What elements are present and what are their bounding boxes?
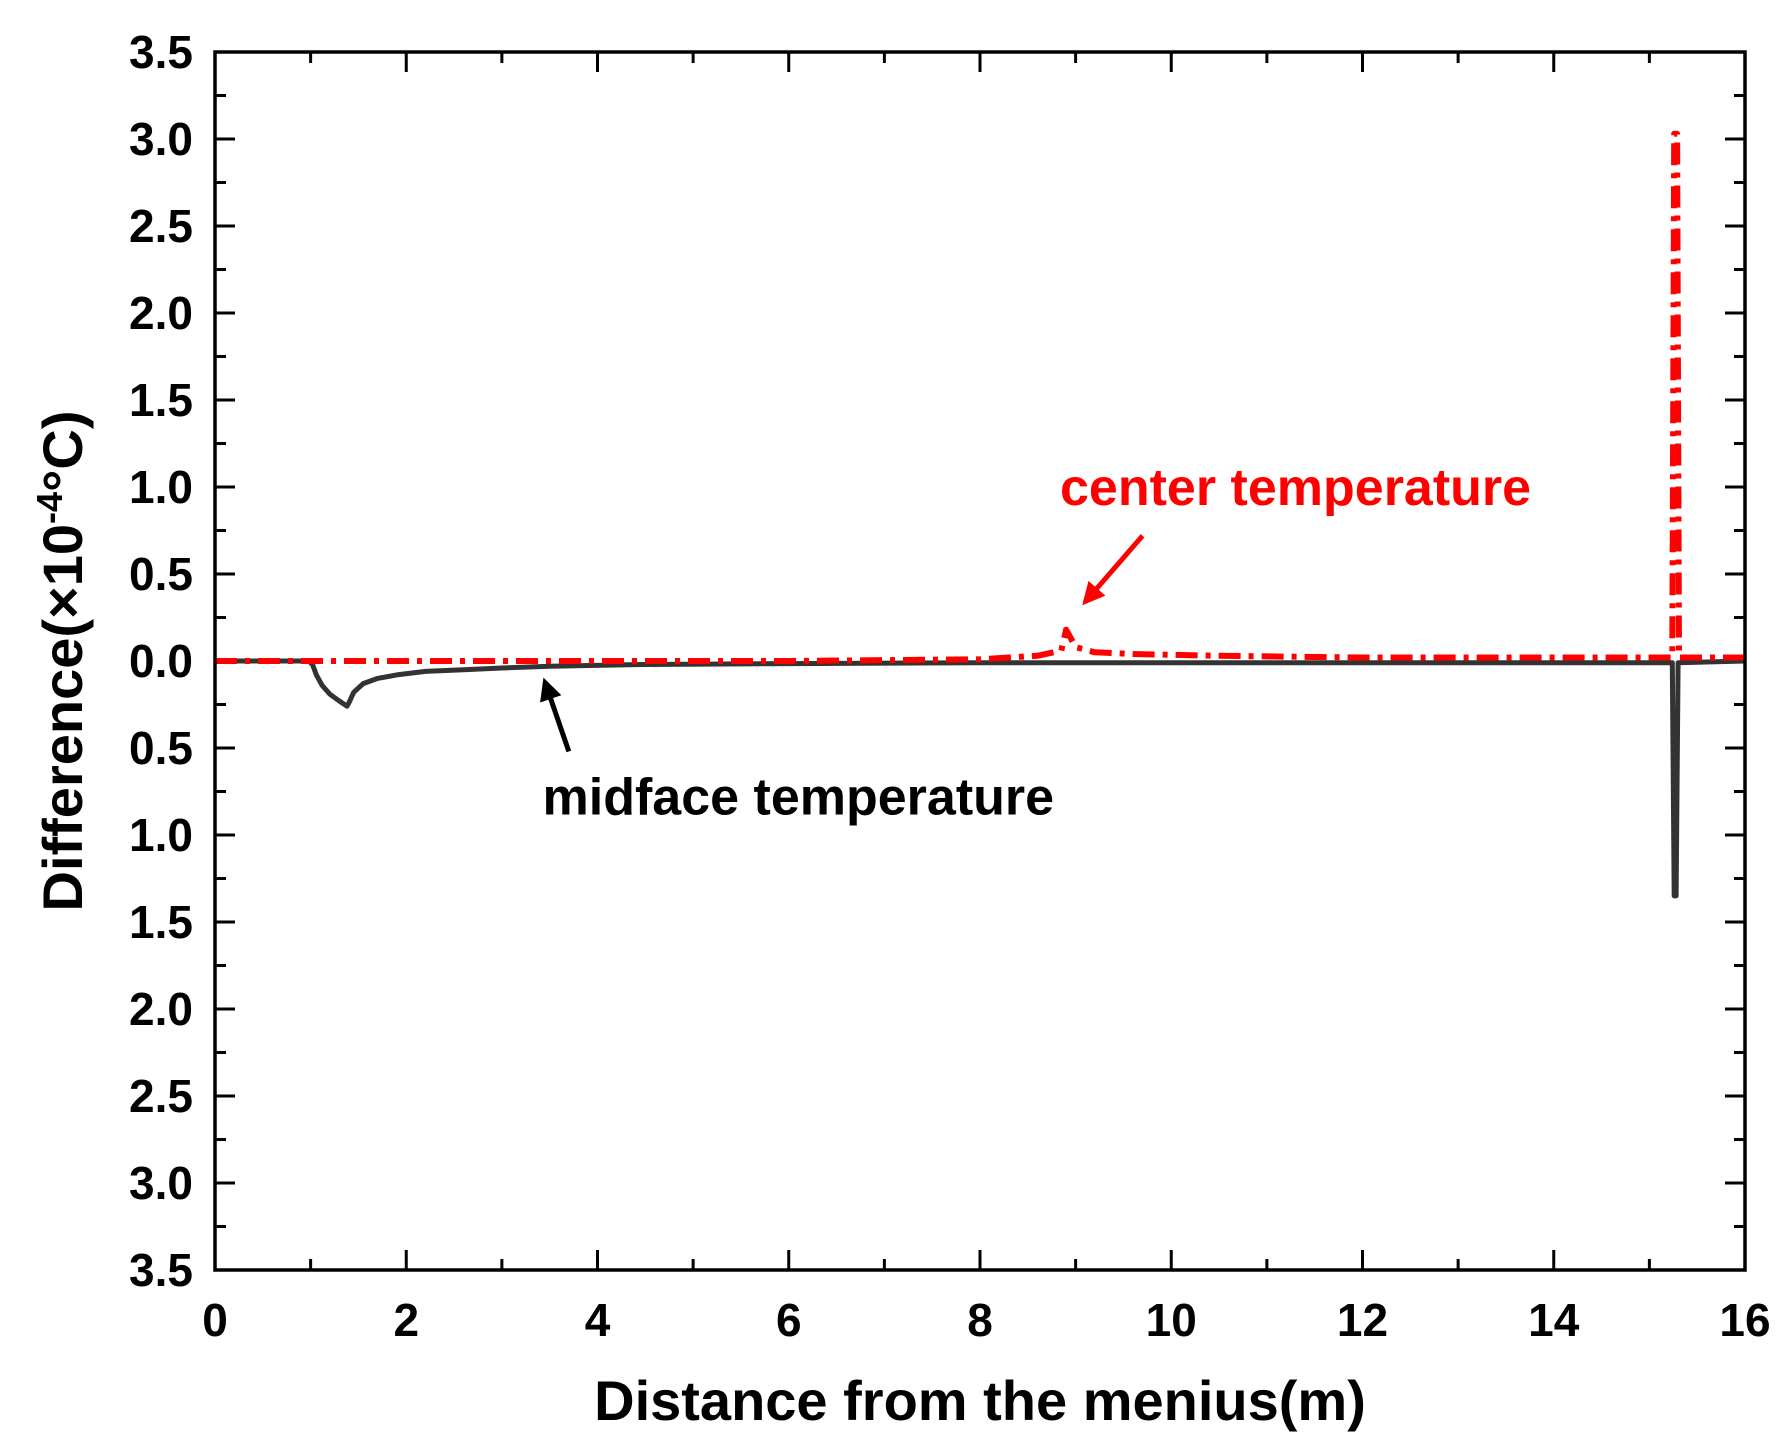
y-tick-label: 0.5 <box>129 722 193 774</box>
annotations: center temperature midface temperature <box>540 459 1531 827</box>
annotation-arrow <box>540 677 572 753</box>
x-tick-label: 14 <box>1528 1294 1580 1346</box>
series-line <box>215 658 1746 899</box>
y-tick-label: 2.5 <box>129 1070 193 1122</box>
y-tick-label: 3.5 <box>129 1244 193 1296</box>
y-tick-label: 2.0 <box>129 983 193 1035</box>
y-axis-title-prefix: Difference(×10 <box>31 524 94 912</box>
x-tick-label: 4 <box>585 1294 611 1346</box>
series-layer <box>215 130 1746 899</box>
plot-frame <box>213 50 1747 1272</box>
x-axis-ticks: 0 2 4 6 8 10 12 14 16 <box>202 52 1771 1346</box>
y-axis-title-suffix: °C) <box>31 410 94 491</box>
y-tick-label: 1.5 <box>129 374 193 426</box>
y-tick-label: 0.0 <box>129 635 193 687</box>
x-tick-label: 2 <box>393 1294 419 1346</box>
y-tick-label: 3.5 <box>129 26 193 78</box>
x-tick-label: 10 <box>1146 1294 1197 1346</box>
x-axis-title: Distance from the menius(m) <box>594 1369 1366 1432</box>
annotation-label: midface temperature <box>543 769 1055 827</box>
y-tick-label: 1.5 <box>129 896 193 948</box>
y-axis-ticks: 3.5 3.0 2.5 2.0 1.5 1.0 0.5 0.0 0.5 1.0 1.5 2.0 2.5 3… <box>129 26 1745 1296</box>
annotation-label: center temperature <box>1060 459 1531 517</box>
series-line <box>215 130 1745 664</box>
y-axis-title-exponent: -4 <box>29 492 70 524</box>
y-tick-label: 3.0 <box>129 1157 193 1209</box>
x-tick-label: 12 <box>1337 1294 1388 1346</box>
x-tick-label: 8 <box>967 1294 993 1346</box>
y-tick-label: 2.0 <box>129 287 193 339</box>
y-tick-label: 1.0 <box>129 809 193 861</box>
annotation-arrow <box>1082 534 1145 606</box>
y-tick-label: 1.0 <box>129 461 193 513</box>
y-tick-label: 3.0 <box>129 113 193 165</box>
y-axis-title: Difference(×10-4°C) <box>29 410 94 911</box>
x-tick-label: 0 <box>202 1294 228 1346</box>
x-tick-label: 16 <box>1719 1294 1770 1346</box>
y-tick-label: 0.5 <box>129 548 193 600</box>
y-tick-label: 2.5 <box>129 200 193 252</box>
x-tick-label: 6 <box>776 1294 802 1346</box>
